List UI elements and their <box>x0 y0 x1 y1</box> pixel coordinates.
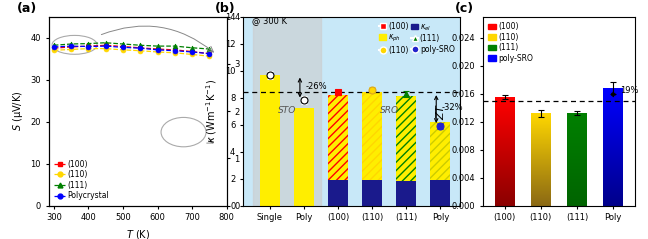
(100) <box>102 44 110 47</box>
Bar <box>430 180 450 206</box>
Line: Polycrystal: Polycrystal <box>51 44 212 56</box>
Polycrystal <box>67 45 75 48</box>
Bar <box>328 180 348 206</box>
Polycrystal <box>171 49 179 52</box>
(110) <box>102 47 110 50</box>
(111) <box>189 46 196 49</box>
Bar <box>253 17 321 206</box>
(100) <box>205 52 213 55</box>
(110) <box>171 51 179 54</box>
Text: (b): (b) <box>214 2 235 15</box>
Polycrystal <box>84 45 92 48</box>
Legend: (100), (110), (111), poly-SRO: (100), (110), (111), poly-SRO <box>487 21 535 64</box>
(110) <box>205 55 213 58</box>
(110) <box>189 53 196 56</box>
Legend: (100), $\kappa_{ph}$, (110), $\kappa_{el}$, (111), poly-SRO: (100), $\kappa_{ph}$, (110), $\kappa_{el… <box>377 21 456 56</box>
(111) <box>102 41 110 44</box>
Text: -26%: -26% <box>306 82 327 91</box>
Legend: (100), (110), (111), Polycrystal: (100), (110), (111), Polycrystal <box>52 158 111 202</box>
Y-axis label: $S$ (μV/K): $S$ (μV/K) <box>11 91 25 131</box>
Polycrystal <box>137 47 145 50</box>
Line: (100): (100) <box>51 43 212 56</box>
Text: (c): (c) <box>456 2 474 15</box>
(111) <box>154 45 161 48</box>
Bar <box>397 96 416 181</box>
Text: -32%: -32% <box>442 103 464 112</box>
Bar <box>260 75 280 206</box>
Bar <box>362 92 382 180</box>
(100) <box>171 49 179 51</box>
Text: STO: STO <box>278 106 296 115</box>
(111) <box>137 44 145 47</box>
(110) <box>84 47 92 50</box>
Polycrystal <box>154 49 161 51</box>
(111) <box>50 44 58 47</box>
Bar <box>328 95 348 180</box>
Text: 19%: 19% <box>619 86 638 95</box>
Text: SRO: SRO <box>380 106 399 115</box>
(100) <box>84 45 92 48</box>
Text: @ 300 K: @ 300 K <box>251 16 286 25</box>
(100) <box>154 48 161 50</box>
(100) <box>119 45 127 48</box>
(110) <box>50 49 58 52</box>
(111) <box>119 43 127 45</box>
Bar <box>430 122 450 180</box>
(111) <box>84 42 92 45</box>
Bar <box>430 122 450 180</box>
(110) <box>137 49 145 52</box>
(100) <box>67 45 75 48</box>
(110) <box>119 49 127 51</box>
Y-axis label: $ZT$: $ZT$ <box>434 103 446 120</box>
Text: (a): (a) <box>17 2 37 15</box>
(111) <box>205 48 213 50</box>
Y-axis label: $\sigma$ (10$^3$ Ω$^{-1}$cm$^{-1}$): $\sigma$ (10$^3$ Ω$^{-1}$cm$^{-1}$) <box>242 76 256 146</box>
(110) <box>154 50 161 53</box>
Bar <box>362 180 382 206</box>
Polycrystal <box>102 45 110 48</box>
Line: (110): (110) <box>51 46 212 59</box>
(100) <box>189 50 196 53</box>
Bar <box>397 96 416 181</box>
Line: (111): (111) <box>51 40 212 51</box>
X-axis label: $T$ (K): $T$ (K) <box>126 228 150 239</box>
(100) <box>50 47 58 50</box>
Y-axis label: $\kappa$ (Wm$^{-1}$K$^{-1}$): $\kappa$ (Wm$^{-1}$K$^{-1}$) <box>205 79 219 143</box>
(111) <box>171 45 179 48</box>
Bar <box>397 181 416 206</box>
Bar <box>362 92 382 180</box>
Polycrystal <box>189 50 196 53</box>
Bar <box>328 95 348 180</box>
(111) <box>67 43 75 45</box>
(110) <box>67 48 75 51</box>
Polycrystal <box>205 52 213 55</box>
(100) <box>137 46 145 49</box>
Polycrystal <box>50 45 58 48</box>
Bar <box>294 109 314 206</box>
Polycrystal <box>119 46 127 49</box>
